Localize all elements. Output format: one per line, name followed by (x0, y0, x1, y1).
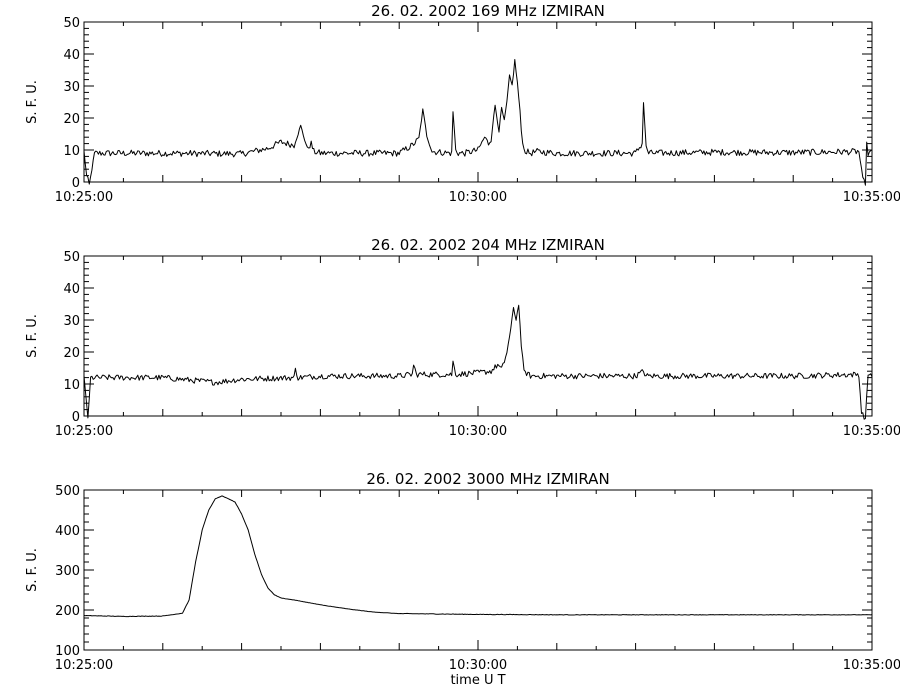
x-tick-label: 10:25:00 (55, 658, 113, 673)
x-tick-label: 10:25:00 (55, 190, 113, 205)
y-tick-label: 300 (55, 564, 80, 579)
y-tick-label: 0 (72, 176, 80, 191)
y-axis-label: S. F. U. (25, 80, 40, 124)
series-line-1 (83, 59, 873, 186)
chart-panel-1: 26. 02. 2002 169 MHz IZMIRAN S. F. U. 0 10 2… (25, 2, 900, 205)
y-tick-label: 200 (55, 604, 80, 619)
chart-panel-2: 26. 02. 2002 204 MHz IZMIRAN S. F. U. 0 10 2… (25, 236, 900, 439)
y-tick-label: 100 (55, 644, 80, 659)
x-tick-label: 10:35:00 (843, 658, 900, 673)
x-tick-label: 10:30:00 (449, 658, 507, 673)
y-tick-label: 40 (63, 48, 80, 63)
y-tick-label: 10 (63, 144, 80, 159)
x-tick-label: 10:35:00 (843, 424, 900, 439)
plot-frame (83, 21, 873, 183)
y-tick-label: 20 (63, 346, 80, 361)
chart-title: 26. 02. 2002 204 MHz IZMIRAN (371, 236, 605, 254)
series-line-1 (83, 304, 873, 420)
y-tick-label: 10 (63, 378, 80, 393)
y-tick-label: 50 (63, 16, 80, 31)
y-tick-label: 30 (63, 80, 80, 95)
y-tick-label: 0 (72, 410, 80, 425)
y-tick-label: 50 (63, 250, 80, 265)
x-tick-label: 10:25:00 (55, 424, 113, 439)
x-tick-label: 10:30:00 (449, 424, 507, 439)
y-axis-label: S. F. U. (25, 314, 40, 358)
plot-frame (83, 255, 873, 417)
y-tick-label: 400 (55, 524, 80, 539)
chart-panel-3: 26. 02. 2002 3000 MHz IZMIRAN S. F. U. tim… (25, 470, 900, 688)
chart-title: 26. 02. 2002 3000 MHz IZMIRAN (366, 470, 609, 488)
x-axis-label: time U T (450, 673, 505, 688)
series-line-1 (83, 495, 873, 618)
y-tick-label: 30 (63, 314, 80, 329)
plot-frame (83, 489, 873, 651)
x-tick-label: 10:30:00 (449, 190, 507, 205)
y-tick-label: 500 (55, 484, 80, 499)
y-tick-label: 40 (63, 282, 80, 297)
x-tick-label: 10:35:00 (843, 190, 900, 205)
y-axis-label: S. F. U. (25, 548, 40, 592)
chart-title: 26. 02. 2002 169 MHz IZMIRAN (371, 2, 605, 20)
y-tick-label: 20 (63, 112, 80, 127)
